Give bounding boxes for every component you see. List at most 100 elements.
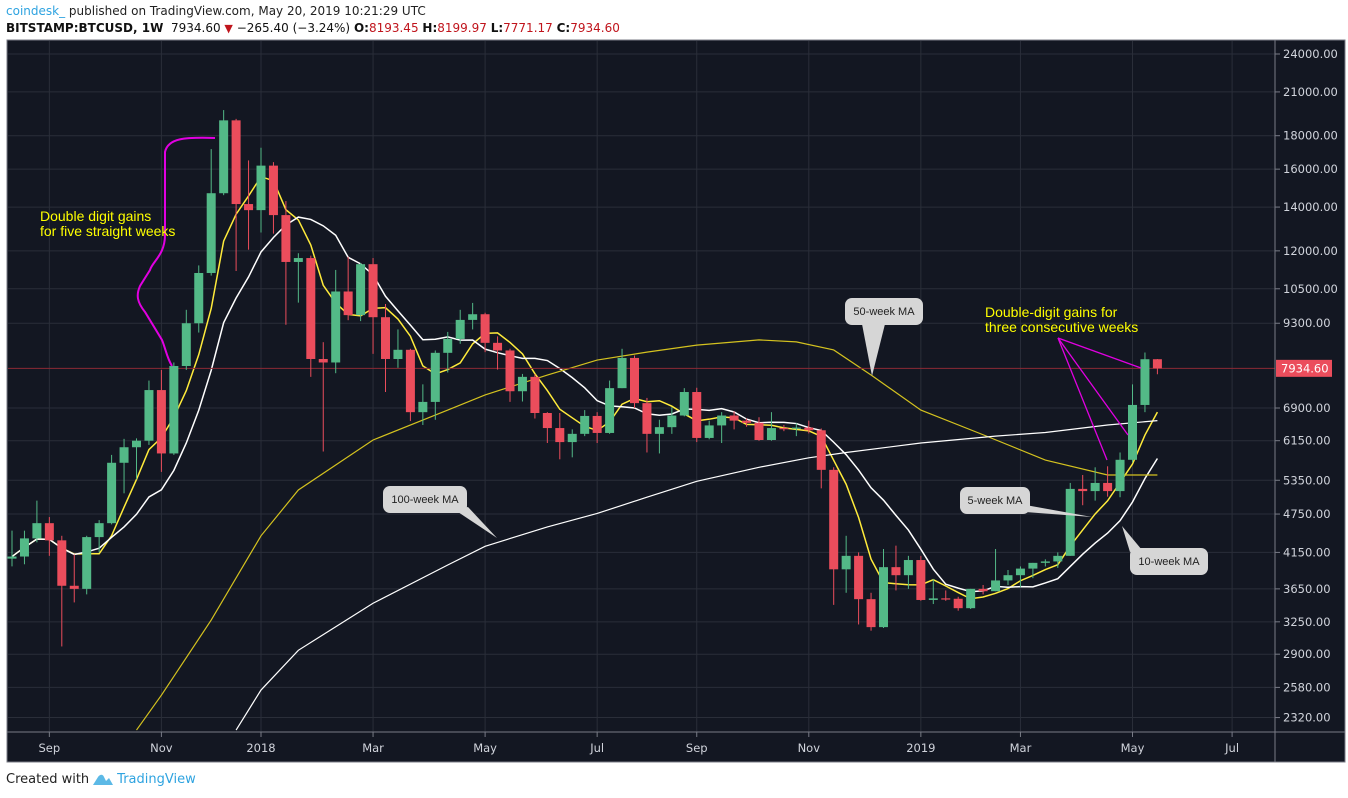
gridlines bbox=[8, 41, 1275, 732]
candle bbox=[766, 412, 776, 441]
candle-body bbox=[7, 556, 17, 559]
candle bbox=[44, 517, 54, 556]
candle-body bbox=[978, 588, 988, 592]
candle-body bbox=[816, 430, 826, 470]
candle bbox=[605, 380, 615, 434]
candle-body bbox=[1065, 488, 1075, 556]
tradingview-link[interactable]: TradingView bbox=[117, 772, 196, 787]
candle bbox=[630, 355, 639, 409]
candle-body bbox=[1028, 562, 1038, 569]
created-with-text: Created with bbox=[6, 772, 90, 787]
candle-body bbox=[343, 291, 353, 316]
candle bbox=[555, 412, 565, 460]
candle-body bbox=[779, 428, 789, 430]
y-tick-label: 2580.00 bbox=[1283, 680, 1331, 694]
candle-body bbox=[32, 523, 42, 539]
candle bbox=[480, 312, 490, 353]
candle-body bbox=[966, 588, 976, 609]
candle-body bbox=[1115, 459, 1125, 492]
candle-body bbox=[57, 540, 67, 586]
candle bbox=[717, 412, 727, 444]
candle bbox=[306, 255, 316, 377]
candle bbox=[692, 387, 702, 443]
candle-body bbox=[132, 440, 141, 448]
candle bbox=[841, 535, 851, 593]
candle bbox=[642, 397, 652, 453]
x-tick-label: Jul bbox=[1224, 741, 1239, 755]
candle-body bbox=[293, 258, 303, 262]
candle bbox=[119, 438, 129, 494]
candle bbox=[32, 500, 42, 543]
author-link[interactable]: coindesk_ bbox=[6, 4, 66, 18]
callout-10-week-ma: 10-week MA bbox=[1122, 526, 1208, 575]
candle-body bbox=[244, 204, 254, 211]
candle bbox=[953, 596, 963, 611]
candle-body bbox=[493, 342, 503, 351]
candle-body bbox=[1003, 575, 1013, 581]
candle bbox=[1028, 562, 1038, 579]
high-label: H: bbox=[422, 21, 438, 35]
candle bbox=[107, 454, 117, 525]
x-tick-label: May bbox=[473, 741, 497, 755]
candle bbox=[941, 590, 951, 601]
candle-body bbox=[754, 422, 764, 441]
candle-body bbox=[729, 415, 739, 421]
candle-body bbox=[368, 264, 378, 318]
candle bbox=[1003, 570, 1013, 586]
candle bbox=[742, 418, 752, 427]
candle bbox=[244, 160, 254, 250]
candle bbox=[19, 530, 29, 565]
candle-body bbox=[393, 349, 403, 359]
chart-frame bbox=[6, 39, 1346, 763]
x-tick-label: 2019 bbox=[906, 741, 935, 755]
candle-body bbox=[1140, 359, 1150, 405]
x-tick-label: Sep bbox=[686, 741, 708, 755]
candle bbox=[381, 304, 390, 393]
candle bbox=[916, 555, 926, 601]
candle bbox=[679, 388, 689, 417]
candle bbox=[978, 585, 988, 595]
y-tick-label: 2900.00 bbox=[1283, 647, 1331, 661]
candle bbox=[816, 428, 826, 489]
candle-body bbox=[592, 415, 602, 433]
candle bbox=[7, 530, 17, 567]
candle-body bbox=[306, 258, 316, 359]
candle bbox=[704, 420, 714, 440]
candle-body bbox=[854, 555, 864, 600]
candle-body bbox=[281, 215, 291, 262]
candle bbox=[331, 269, 341, 374]
tradingview-cloud-icon bbox=[93, 774, 114, 785]
time-axis[interactable]: Sep Nov 2018 Mar May Jul Sep Nov 2019 Mar May Jul bbox=[39, 732, 1240, 755]
close-label: C: bbox=[556, 21, 571, 35]
price-axis[interactable]: 24000.00 21000.00 18000.00 16000.00 14000.00… bbox=[1275, 47, 1338, 725]
candle-body bbox=[144, 390, 154, 441]
candle-body bbox=[219, 120, 229, 194]
candle bbox=[493, 336, 503, 370]
candle bbox=[455, 309, 465, 344]
last-price: 7934.60 bbox=[170, 21, 221, 35]
y-tick-label: 24000.00 bbox=[1283, 47, 1338, 61]
ma50-label: 50-week MA bbox=[853, 306, 915, 318]
candle-body bbox=[791, 427, 801, 429]
candle-body bbox=[692, 392, 702, 438]
candle-body bbox=[580, 415, 590, 434]
y-tick-label: 6150.00 bbox=[1283, 434, 1331, 448]
candle-body bbox=[505, 350, 515, 392]
candle-body bbox=[405, 349, 415, 413]
candle bbox=[368, 258, 378, 354]
candle bbox=[418, 384, 428, 425]
candle bbox=[1090, 467, 1100, 501]
candle bbox=[1040, 559, 1050, 567]
ma5-label: 5-week MA bbox=[967, 495, 1023, 507]
publish-info: coindesk_ published on TradingView.com, … bbox=[6, 4, 426, 18]
y-tick-label: 3650.00 bbox=[1283, 582, 1331, 596]
y-tick-label: 5350.00 bbox=[1283, 473, 1331, 487]
candle-body bbox=[19, 538, 29, 557]
candle-body bbox=[654, 427, 664, 434]
candle bbox=[219, 110, 229, 196]
x-tick-label: Mar bbox=[1010, 741, 1032, 755]
y-tick-label: 21000.00 bbox=[1283, 85, 1338, 99]
candle bbox=[405, 348, 415, 422]
candle-body bbox=[418, 401, 428, 413]
